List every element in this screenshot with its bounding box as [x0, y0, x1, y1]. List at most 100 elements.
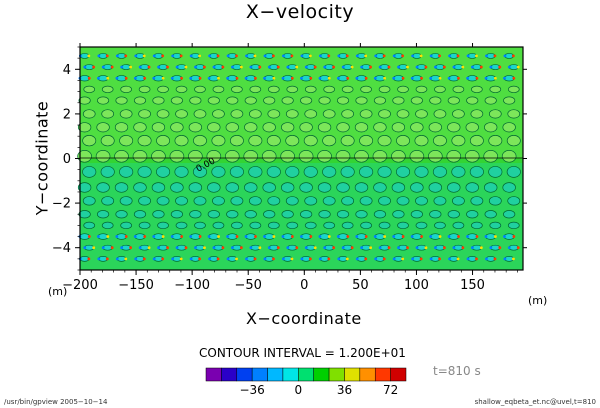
contour-cell [451, 166, 466, 178]
velocity-extremum [374, 257, 378, 261]
velocity-extremum [355, 235, 359, 238]
velocity-extremum [318, 235, 322, 238]
contour-cell [428, 122, 442, 133]
velocity-extremum [457, 235, 460, 238]
velocity-extremum [276, 246, 280, 250]
contour-cell [359, 109, 373, 119]
velocity-extremum [355, 76, 359, 80]
velocity-extremum [87, 76, 91, 80]
velocity-extremum [447, 76, 451, 80]
velocity-extremum [170, 235, 174, 238]
contour-cell [335, 150, 351, 163]
contour-cell [336, 122, 350, 133]
velocity-extremum [157, 65, 161, 69]
velocity-extremum [207, 76, 211, 80]
velocity-extremum [397, 246, 400, 250]
contour-cell [410, 96, 423, 105]
contour-cell [414, 135, 429, 147]
velocity-extremum [235, 257, 238, 261]
velocity-extremum [373, 76, 377, 80]
velocity-extremum [323, 246, 327, 250]
contour-cell [507, 109, 521, 119]
contour-cell [336, 96, 350, 105]
contour-cell [506, 135, 521, 147]
colorbar-swatch [313, 367, 330, 382]
contour-cell [397, 221, 409, 230]
contour-cell [229, 166, 244, 178]
velocity-extremum [424, 65, 428, 69]
contour-cell [503, 96, 516, 105]
colorbar-swatch [251, 367, 268, 382]
contour-cell [391, 182, 406, 193]
contour-cell [341, 196, 355, 206]
velocity-extremum [346, 76, 350, 80]
velocity-extremum [230, 246, 234, 250]
velocity-extremum [309, 76, 313, 80]
velocity-extremum [92, 246, 96, 250]
velocity-extremum [475, 54, 478, 58]
contour-cell [152, 210, 165, 219]
contour-cell [395, 166, 411, 178]
velocity-extremum [253, 257, 257, 261]
contour-cell [507, 85, 520, 93]
velocity-extremum [434, 65, 437, 69]
velocity-extremum [208, 257, 211, 261]
velocity-extremum [382, 257, 386, 261]
colorbar-swatch [221, 367, 238, 382]
contour-cell [397, 85, 409, 93]
velocity-extremum [258, 65, 262, 69]
velocity-extremum [226, 257, 230, 261]
velocity-extremum [410, 76, 414, 80]
contour-cell [248, 135, 263, 147]
colorbar-tick-label: −36 [239, 383, 264, 397]
velocity-extremum [438, 54, 441, 58]
contour-cell [101, 221, 114, 230]
contour-interval: CONTOUR INTERVAL = 1.200E+01 [199, 346, 406, 360]
contour-cell [318, 210, 331, 219]
contour-cell [151, 150, 166, 163]
velocity-extremum [226, 235, 229, 238]
velocity-extremum [484, 76, 488, 80]
velocity-extremum [207, 235, 211, 238]
velocity-extremum [332, 246, 336, 250]
contour-cell [230, 196, 244, 206]
velocity-extremum [383, 235, 387, 238]
contour-cell [188, 150, 203, 163]
contour-cell [470, 196, 484, 206]
velocity-extremum [286, 246, 290, 250]
contour-cell [447, 210, 460, 219]
velocity-extremum [369, 65, 372, 69]
velocity-extremum [346, 235, 350, 238]
velocity-extremum [235, 54, 238, 58]
contour-cell [317, 122, 332, 133]
contour-cell [77, 122, 92, 133]
velocity-extremum [216, 54, 220, 58]
contour-cell [114, 182, 129, 193]
contour-cell [299, 122, 313, 133]
contour-cell [97, 96, 110, 105]
contour-cell [82, 166, 97, 178]
velocity-extremum [489, 246, 493, 250]
velocity-extremum [198, 54, 201, 58]
contour-cell [360, 85, 372, 93]
contour-cell [354, 150, 369, 163]
velocity-extremum [479, 65, 483, 69]
contour-cell [114, 122, 129, 133]
contour-cell [244, 122, 258, 133]
contour-cell [471, 85, 483, 93]
contour-cell [414, 166, 429, 178]
contour-cell [488, 166, 503, 178]
contour-cell [391, 150, 406, 163]
velocity-extremum [124, 54, 128, 58]
velocity-extremum [503, 257, 507, 261]
velocity-extremum [489, 65, 493, 69]
velocity-extremum [133, 76, 137, 80]
velocity-extremum [350, 65, 354, 69]
contour-cell [360, 221, 372, 230]
velocity-extremum [485, 257, 488, 261]
contour-cell [212, 109, 225, 119]
contour-cell [299, 182, 313, 193]
contour-cell [225, 122, 239, 133]
contour-cell [429, 210, 442, 219]
